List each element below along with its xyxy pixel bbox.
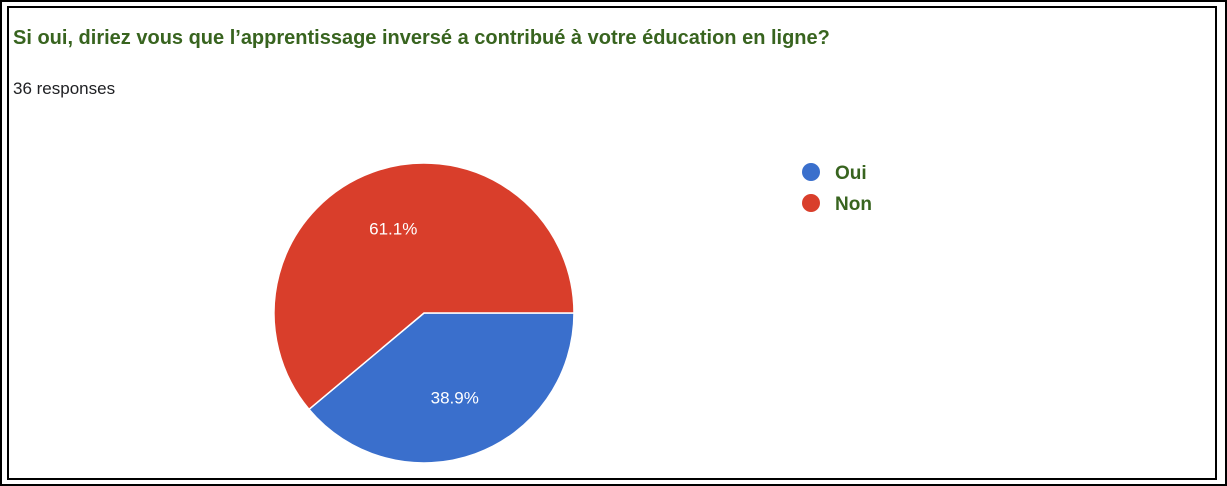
question-title: Si oui, diriez vous que l’apprentissage … xyxy=(13,27,830,49)
pie-slices xyxy=(273,162,575,464)
legend-swatch-non xyxy=(802,194,820,212)
chart-legend: Oui Non xyxy=(802,163,872,215)
pie-slice-non xyxy=(273,162,575,411)
chart-card xyxy=(7,6,1217,480)
pie-slice-label-non: 61.1% xyxy=(369,219,417,238)
pie-slice-labels: 38.9% 61.1% xyxy=(369,219,479,407)
legend-label-non: Non xyxy=(835,194,872,215)
legend-swatch-oui xyxy=(802,163,820,181)
pie-slice-label-oui: 38.9% xyxy=(431,389,479,408)
pie-slice-oui xyxy=(307,312,575,464)
legend-label-oui: Oui xyxy=(835,163,867,184)
response-count: 36 responses xyxy=(13,79,116,98)
